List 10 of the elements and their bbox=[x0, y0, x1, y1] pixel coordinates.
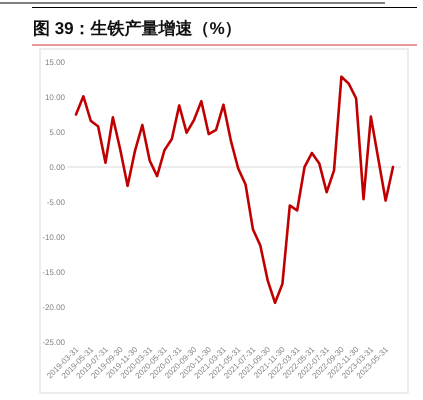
y-tick-label: -25.00 bbox=[42, 338, 66, 347]
y-tick-label: 10.00 bbox=[44, 93, 66, 102]
y-tick-label: -10.00 bbox=[42, 233, 66, 242]
chart-title: 图 39：生铁产量增速（%） bbox=[33, 19, 242, 38]
y-tick-label: 5.00 bbox=[49, 128, 66, 137]
y-tick-label: -20.00 bbox=[42, 303, 66, 312]
y-tick-label: 15.00 bbox=[44, 58, 66, 67]
y-tick-label: 0.00 bbox=[49, 163, 66, 172]
y-tick-label: -5.00 bbox=[46, 198, 66, 207]
y-tick-label: -15.00 bbox=[42, 268, 66, 277]
